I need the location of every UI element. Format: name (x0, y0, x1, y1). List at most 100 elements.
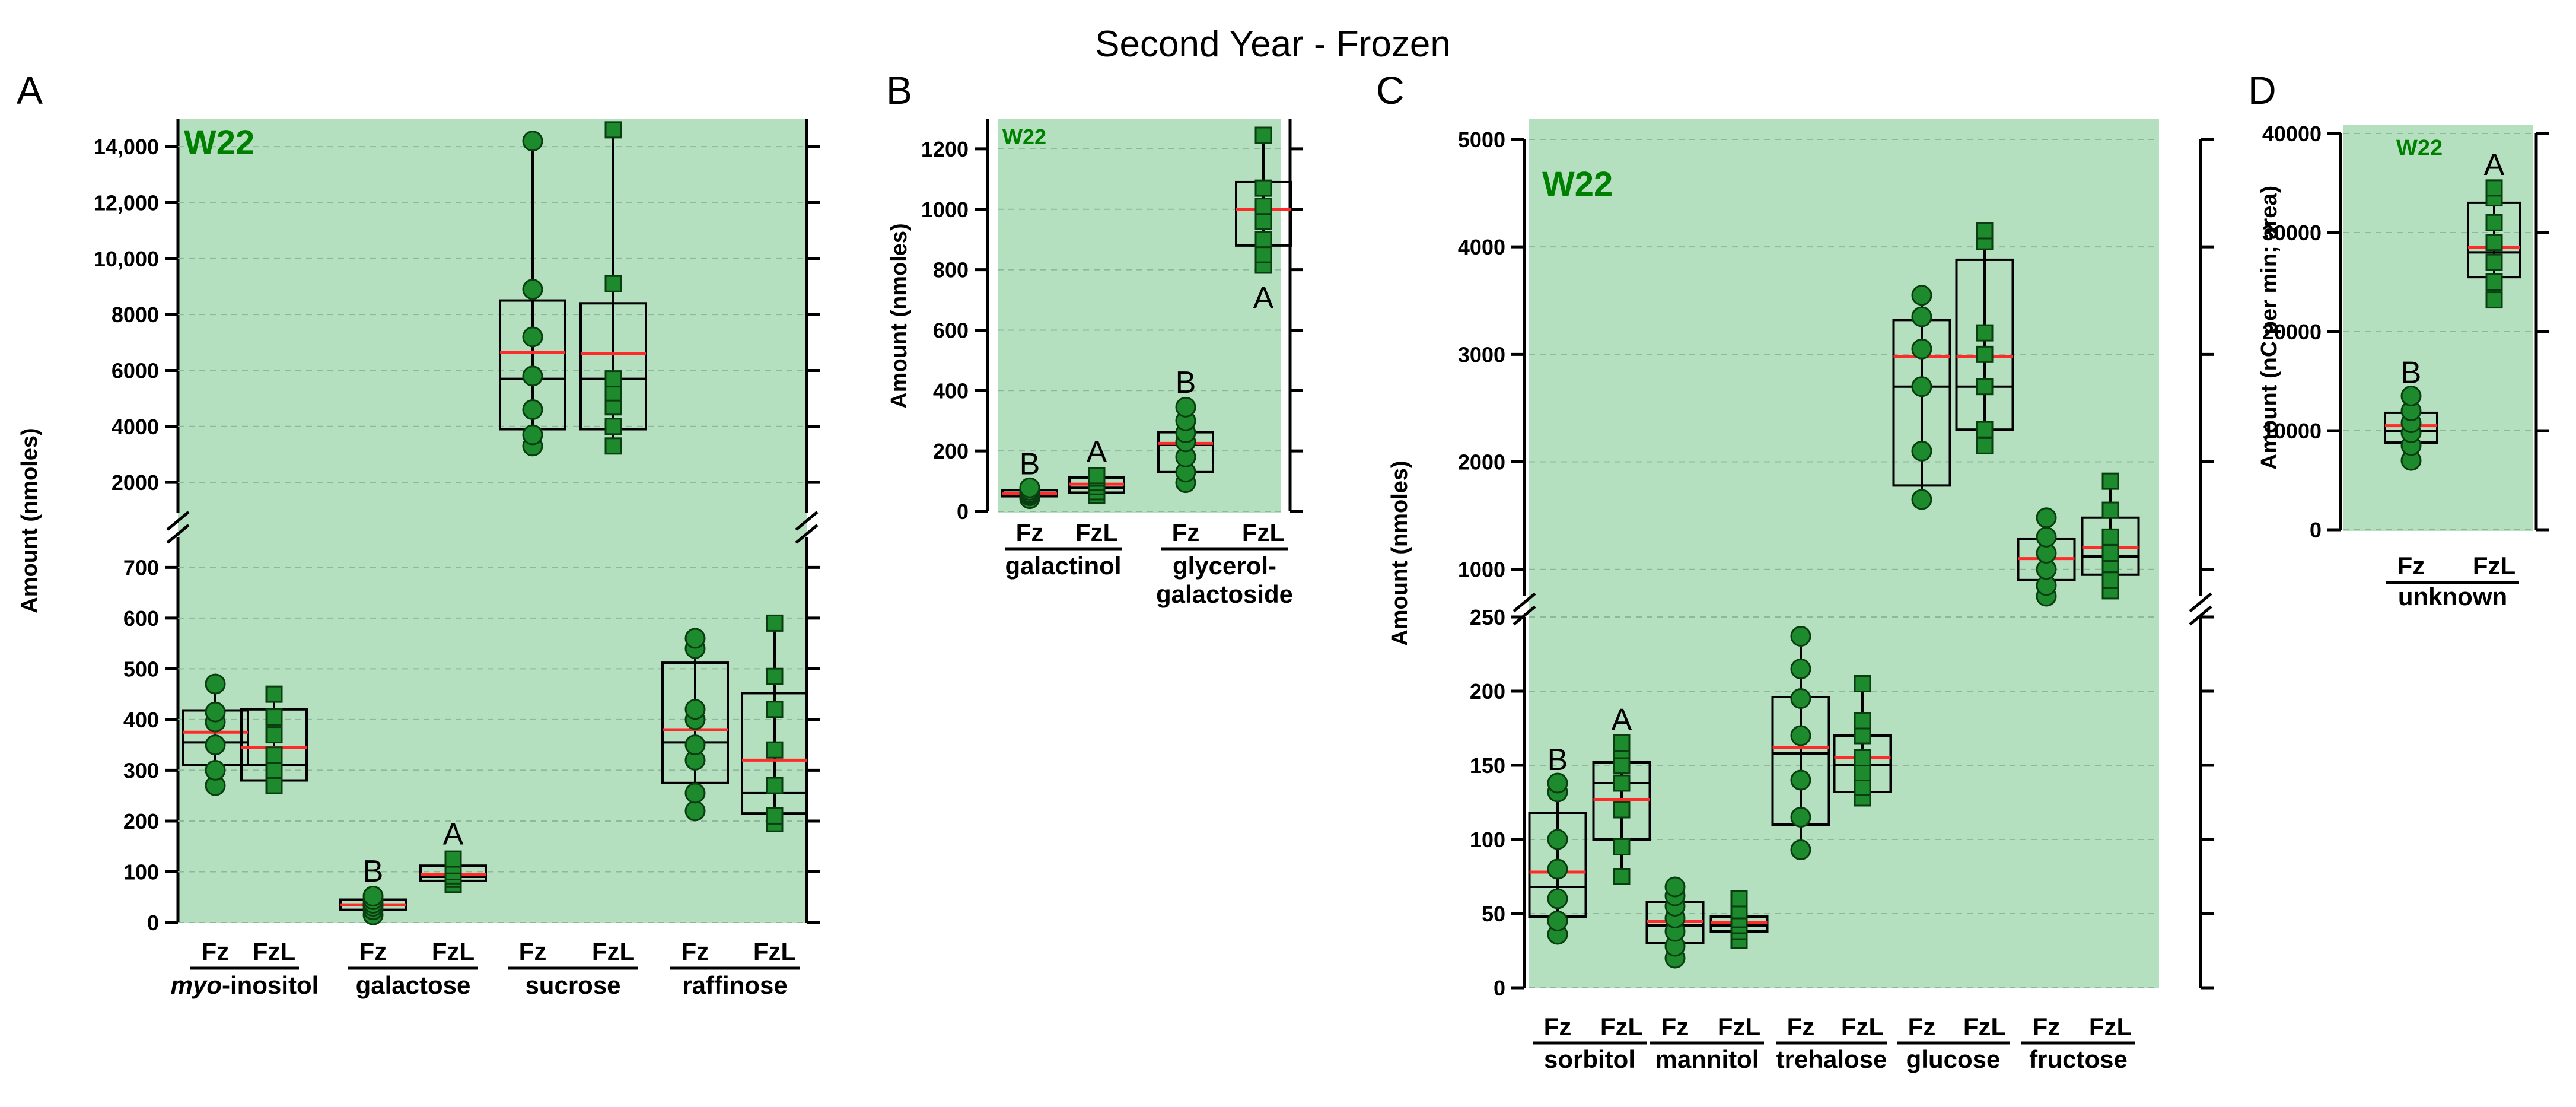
data-point (2101, 528, 2119, 546)
y-tick-label: 10000 (2262, 419, 2322, 443)
data-point (766, 741, 784, 759)
strain-label: W22 (1542, 165, 1613, 203)
data-point (1254, 179, 1272, 197)
significance-letter: B (1176, 365, 1196, 400)
y-tick-label: 400 (933, 378, 969, 403)
data-point (1613, 801, 1631, 819)
data-point (1254, 231, 1272, 249)
panel-letter-a: A (17, 68, 43, 112)
box-group (2081, 472, 2140, 600)
panel-d: D 0 10000 20000 30000 40000 Amount (nC per mi… (2248, 68, 2549, 610)
group-label: unknown (2398, 583, 2507, 610)
data-point (1976, 437, 1994, 454)
data-point (1613, 734, 1631, 752)
box-group: A (1068, 435, 1125, 505)
strain-label: W22 (2396, 136, 2443, 161)
data-point (1976, 378, 1994, 396)
data-point (2485, 179, 2503, 197)
data-point (2036, 507, 2057, 529)
y-tick-label: 12,000 (94, 190, 159, 215)
data-point (522, 326, 543, 348)
data-point (1976, 345, 1994, 363)
category-label: Fz (2397, 552, 2425, 580)
axis-break-mark (1513, 592, 1536, 613)
data-point (1790, 807, 1811, 828)
group-label: glucose (1906, 1045, 2001, 1073)
y-tick-label: 3000 (1458, 342, 1505, 367)
y-axis-label: Amount (nC per min; area) (2257, 186, 2282, 470)
group-label: mannitol (1655, 1045, 1759, 1073)
data-point (766, 807, 784, 825)
data-point (265, 746, 283, 764)
y-axis-label: Amount (nmoles) (1387, 460, 1412, 645)
group-label-line2: galactoside (1156, 580, 1293, 608)
panel-letter-b: B (886, 68, 912, 112)
data-point (1911, 376, 1932, 397)
data-point (684, 734, 706, 756)
data-point (684, 782, 706, 804)
category-label: Fz (519, 937, 547, 965)
box-group (240, 685, 308, 794)
y-tick-label: 0 (957, 500, 969, 524)
y-tick-label: 8000 (112, 303, 159, 327)
category-label: FzL (2089, 1013, 2132, 1041)
data-point (2485, 273, 2503, 291)
data-point (1613, 868, 1631, 885)
data-point (1547, 858, 1568, 880)
box-group (661, 628, 729, 822)
data-point (2485, 214, 2503, 231)
data-point (1911, 489, 1932, 510)
group-label: trehalose (1776, 1045, 1887, 1073)
y-tick-label: 800 (933, 258, 969, 282)
y-tick-label: 200 (123, 809, 159, 834)
group-label: sorbitol (1544, 1045, 1635, 1073)
data-point (2485, 234, 2503, 252)
y-tick-label: 1000 (1458, 558, 1505, 582)
data-point (1254, 126, 1272, 144)
box-group (1955, 222, 2014, 454)
data-point (265, 761, 283, 779)
category-label: FzL (2473, 552, 2515, 580)
data-point (1664, 876, 1686, 898)
data-point (1911, 306, 1932, 327)
significance-letter: A (2484, 148, 2505, 182)
significance-letter: B (363, 854, 384, 889)
y-tick-label: 300 (123, 758, 159, 782)
data-point (265, 708, 283, 726)
data-point (205, 759, 226, 781)
group-label: fructose (2029, 1045, 2128, 1073)
plot-background (998, 119, 1281, 513)
data-point (684, 699, 706, 720)
y-tick-label: 700 (123, 555, 159, 580)
category-label: Fz (2033, 1013, 2061, 1041)
data-point (604, 370, 622, 388)
data-point (1976, 324, 1994, 342)
data-point (684, 800, 706, 822)
box-group: A (419, 817, 487, 893)
y-tick-label: 2000 (112, 470, 159, 495)
y-tick-label: 0 (1494, 976, 1505, 1000)
axis-break-mark (2189, 592, 2212, 613)
data-point (1854, 712, 1871, 730)
y-tick-label: 0 (2310, 518, 2322, 542)
axis-break-mark (1513, 605, 1536, 626)
box-group (499, 131, 566, 457)
y-tick-label: 1000 (921, 198, 969, 222)
category-label: FzL (1841, 1013, 1884, 1041)
data-point (1854, 764, 1871, 781)
significance-letter: A (1612, 703, 1632, 737)
category-label: FzL (1963, 1013, 2006, 1041)
y-tick-label: 100 (1470, 828, 1505, 852)
data-point (1613, 838, 1631, 855)
data-point (1911, 440, 1932, 462)
data-point (2036, 526, 2057, 548)
box-group (2017, 507, 2076, 607)
data-point (2101, 571, 2119, 589)
data-point (1547, 888, 1568, 909)
data-point (604, 418, 622, 435)
panel-letter-d: D (2248, 68, 2276, 112)
y-tick-label: 600 (933, 318, 969, 342)
y-tick-label: 100 (123, 860, 159, 884)
category-label: FzL (1242, 518, 1285, 546)
y-tick-label: 0 (147, 911, 159, 935)
